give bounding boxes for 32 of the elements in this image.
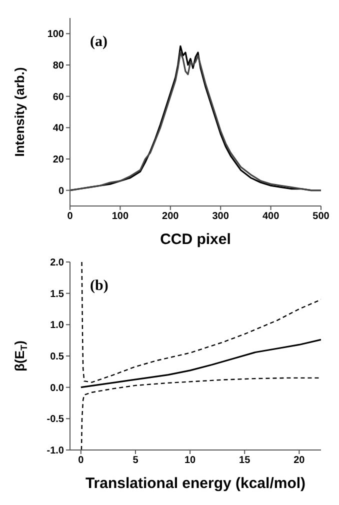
x-tick-label: 500 [312,211,330,222]
x-tick-label: 0 [67,211,74,222]
annotation: (a) [90,34,108,51]
line-series [80,377,321,450]
x-axis-title: Translational energy (kcal/mol) [85,475,306,492]
line-series [80,338,321,388]
y-tick-label: 2.0 [50,258,64,269]
x-tick-label: 0 [78,455,84,466]
y-tick-label: 40 [52,123,64,134]
y-tick-label: 1.5 [50,288,64,300]
x-tick-label: 300 [212,211,230,222]
x-tick-label: 20 [294,455,306,466]
x-axis-title: CCD pixel [160,231,231,248]
y-tick-label: 0.0 [50,382,64,394]
y-tick-label: 20 [52,154,64,166]
y-tick-label: -1.0 [46,446,64,457]
annotation: (b) [90,278,108,295]
y-tick-label: 1.0 [50,320,64,332]
x-tick-label: 10 [184,455,196,466]
x-tick-label: 200 [162,211,180,222]
y-tick-label: 0.5 [50,352,64,363]
x-tick-label: 5 [132,455,139,466]
y-tick-label: 80 [52,60,64,72]
x-tick-label: 100 [112,211,129,222]
x-tick-label: 400 [262,211,280,222]
y-tick-label: 100 [47,29,64,40]
y-tick-label: 0 [58,186,64,197]
x-tick-label: 15 [239,455,251,466]
y-tick-label: -0.5 [46,414,64,426]
y-tick-label: 60 [52,92,64,103]
y-axis-title: Intensity (arb.) [12,67,27,157]
line-series [81,262,321,383]
